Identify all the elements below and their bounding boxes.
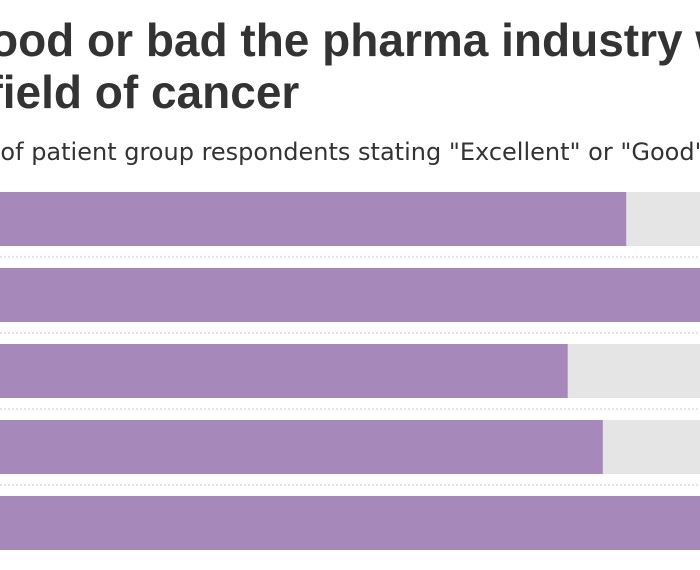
- chart-subtitle: % of patient group respondents stating "…: [0, 138, 700, 166]
- bar-3: [0, 344, 568, 398]
- chart-title-line-2: in the field of cancer: [0, 66, 300, 118]
- bar-2: [0, 268, 700, 322]
- bar-4: [0, 420, 603, 474]
- chart-title-line-1: How good or bad the pharma industry was: [0, 14, 700, 66]
- bar-1: [0, 192, 627, 246]
- chart-title: How good or bad the pharma industry was …: [0, 14, 700, 118]
- bar-5: [0, 496, 700, 550]
